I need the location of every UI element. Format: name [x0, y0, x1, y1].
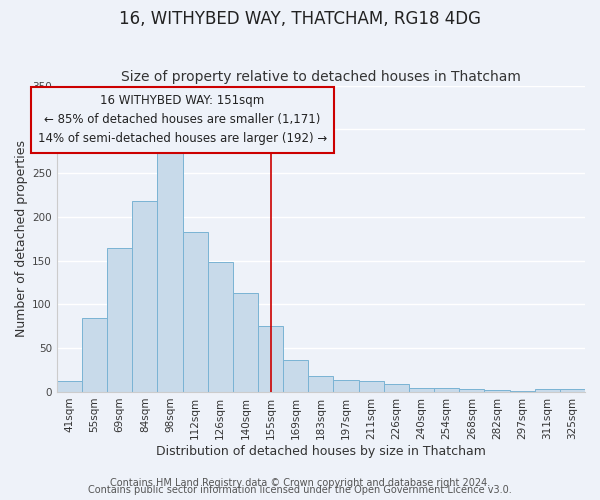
Bar [233, 293, 258, 392]
Bar [283, 360, 308, 392]
Bar [208, 262, 233, 392]
Text: 16, WITHYBED WAY, THATCHAM, RG18 4DG: 16, WITHYBED WAY, THATCHAM, RG18 4DG [119, 10, 481, 28]
Bar [57, 382, 82, 392]
Bar [308, 376, 334, 392]
Bar [509, 391, 535, 392]
Bar [157, 141, 182, 392]
X-axis label: Distribution of detached houses by size in Thatcham: Distribution of detached houses by size … [156, 444, 486, 458]
Title: Size of property relative to detached houses in Thatcham: Size of property relative to detached ho… [121, 70, 521, 85]
Bar [560, 390, 585, 392]
Bar [409, 388, 434, 392]
Bar [334, 380, 359, 392]
Text: Contains HM Land Registry data © Crown copyright and database right 2024.: Contains HM Land Registry data © Crown c… [110, 478, 490, 488]
Bar [434, 388, 459, 392]
Bar [359, 382, 384, 392]
Bar [107, 248, 132, 392]
Bar [132, 201, 157, 392]
Bar [484, 390, 509, 392]
Y-axis label: Number of detached properties: Number of detached properties [15, 140, 28, 338]
Bar [258, 326, 283, 392]
Bar [182, 232, 208, 392]
Bar [459, 390, 484, 392]
Bar [82, 318, 107, 392]
Bar [384, 384, 409, 392]
Text: 16 WITHYBED WAY: 151sqm
← 85% of detached houses are smaller (1,171)
14% of semi: 16 WITHYBED WAY: 151sqm ← 85% of detache… [38, 94, 327, 146]
Bar [535, 390, 560, 392]
Text: Contains public sector information licensed under the Open Government Licence v3: Contains public sector information licen… [88, 485, 512, 495]
